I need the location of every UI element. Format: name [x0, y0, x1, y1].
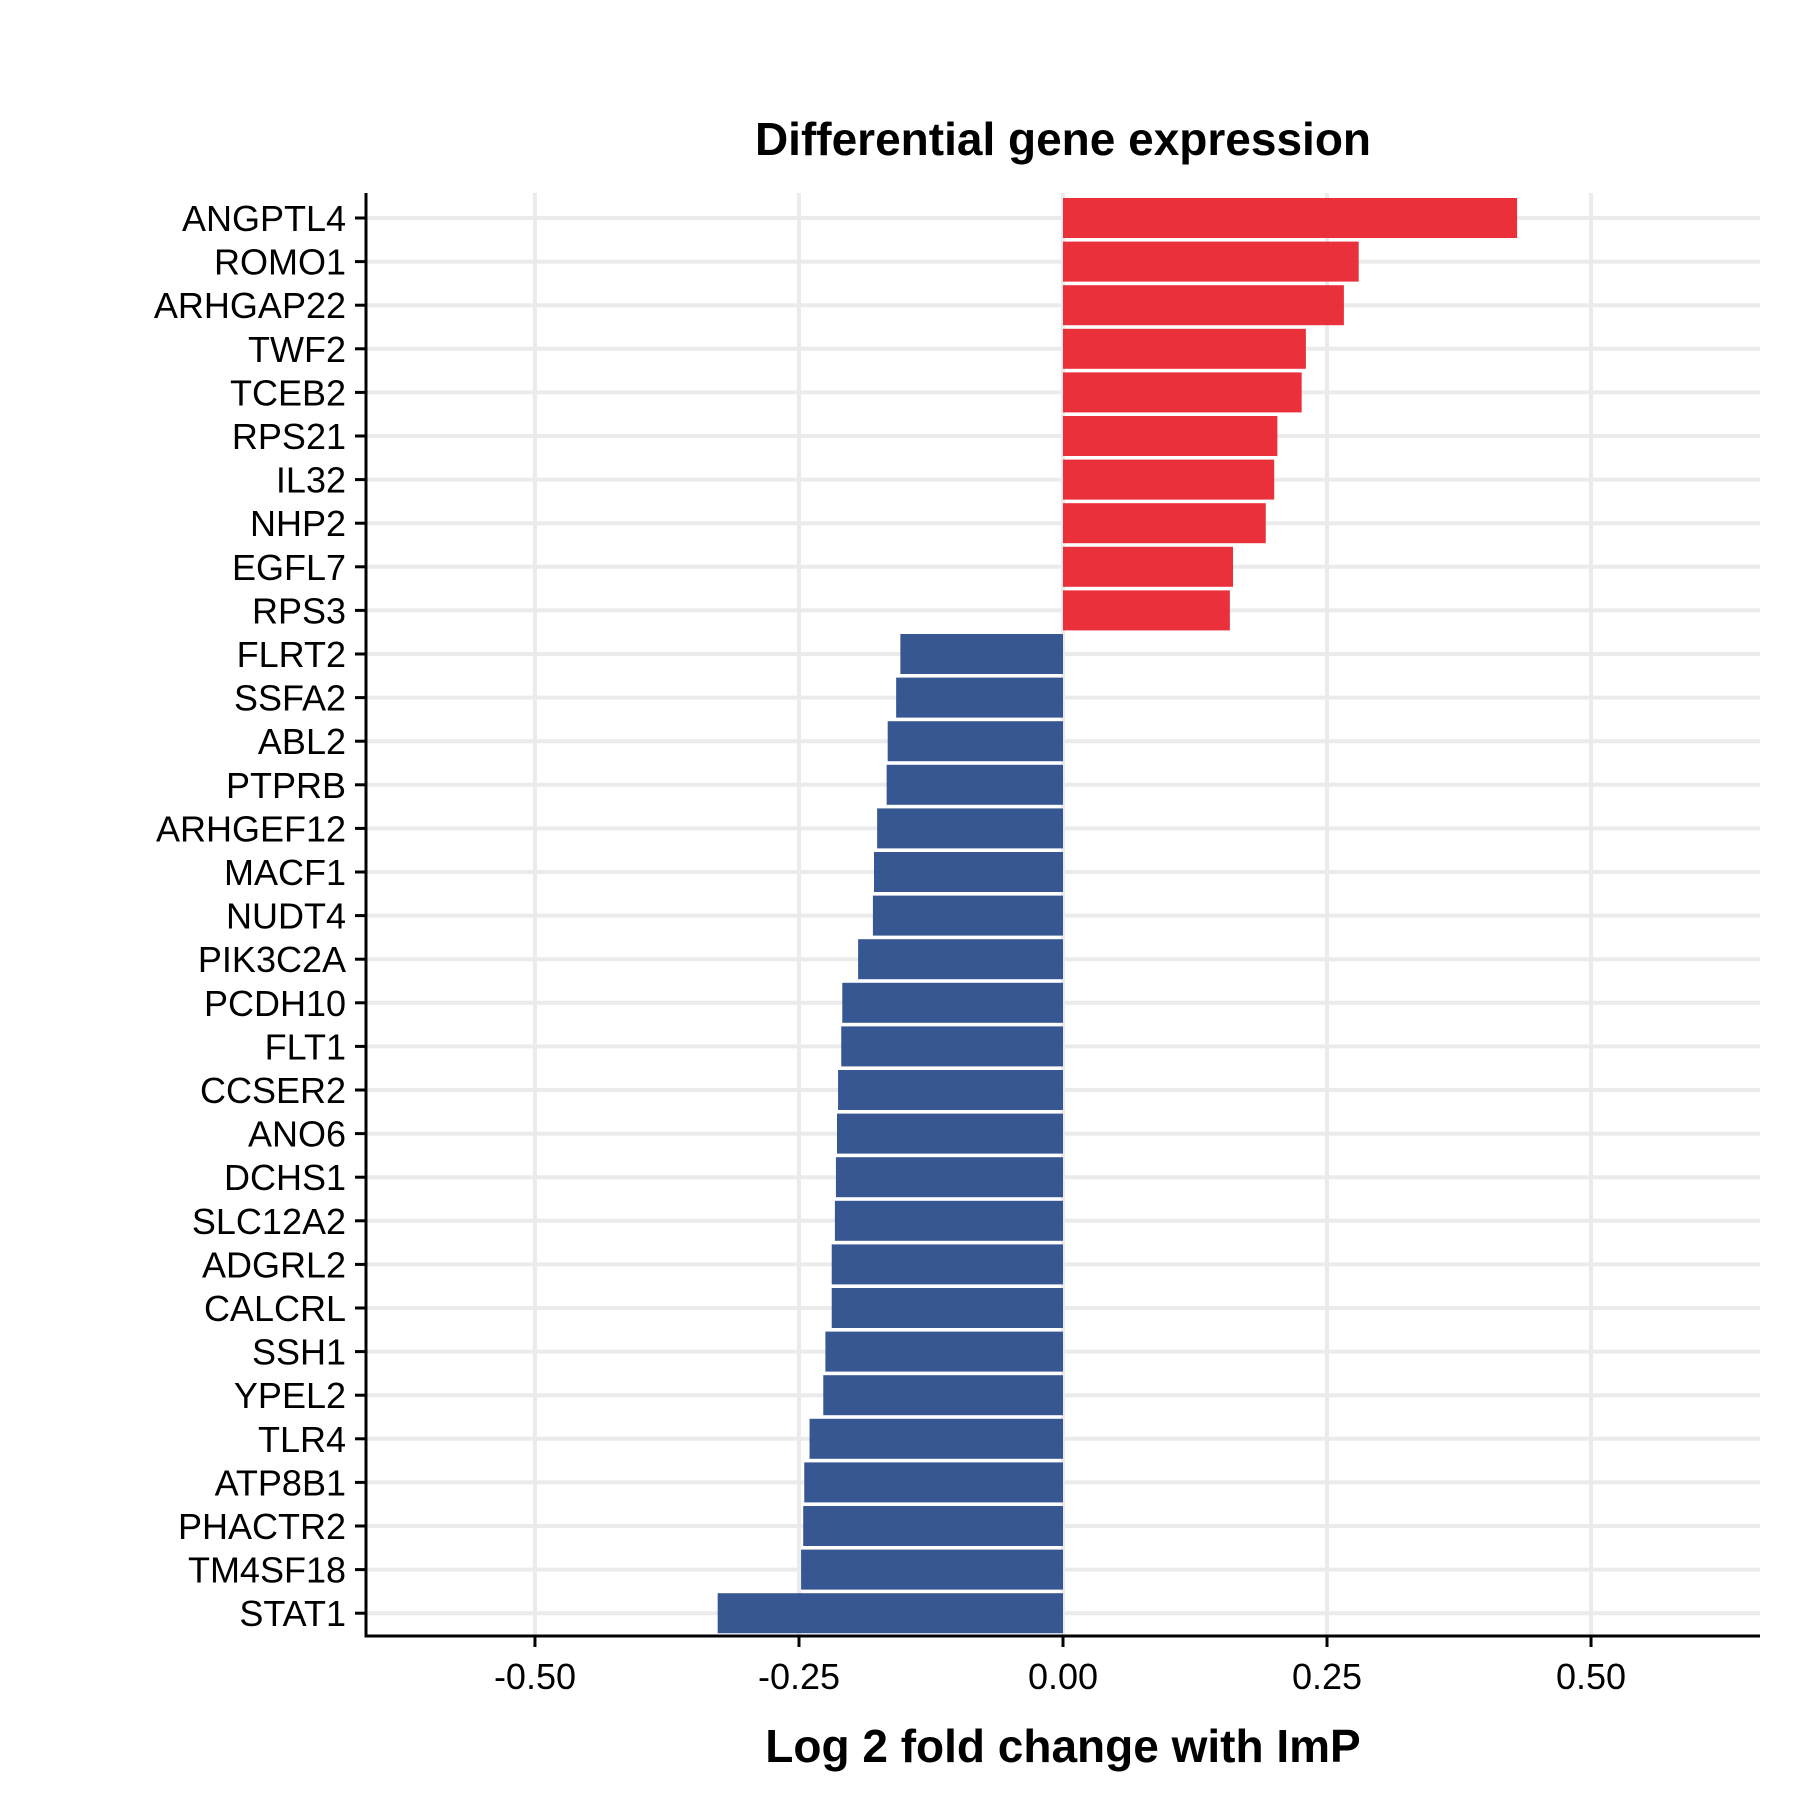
- y-tick-label: RPS21: [232, 416, 346, 457]
- bar: [834, 1200, 1063, 1241]
- axis-layer: [355, 193, 1760, 1647]
- bar: [858, 939, 1063, 980]
- bar: [1063, 590, 1230, 631]
- y-tick-label: DCHS1: [224, 1157, 346, 1198]
- bar: [1063, 503, 1266, 544]
- bar: [1063, 328, 1306, 369]
- y-tick-label: SLC12A2: [192, 1201, 346, 1242]
- bar: [1063, 285, 1344, 326]
- y-tick-label: ABL2: [258, 721, 346, 762]
- y-tick-label: CCSER2: [200, 1070, 346, 1111]
- bar: [887, 721, 1063, 762]
- y-tick-label: IL32: [276, 460, 346, 501]
- bar: [877, 808, 1063, 849]
- bar: [809, 1418, 1063, 1459]
- y-tick-label: SSFA2: [234, 678, 346, 719]
- y-tick-label: ANGPTL4: [182, 198, 346, 239]
- y-tick-label: ATP8B1: [215, 1462, 346, 1503]
- y-tick-label: ADGRL2: [202, 1244, 346, 1285]
- y-tick-label: MACF1: [224, 852, 346, 893]
- bar: [831, 1288, 1063, 1328]
- bar: [873, 852, 1063, 892]
- bar-layer: [717, 198, 1518, 1634]
- bar: [1063, 459, 1275, 500]
- bar: [825, 1331, 1063, 1372]
- y-tick-label: ARHGEF12: [156, 808, 346, 849]
- y-tick-label: PTPRB: [226, 765, 346, 806]
- x-tick-label: 0.00: [1028, 1656, 1098, 1697]
- y-tick-label: FLT1: [265, 1026, 346, 1067]
- y-tick-label: TLR4: [258, 1419, 346, 1460]
- bar: [842, 982, 1063, 1023]
- bar: [1063, 546, 1234, 587]
- y-tick-label: RPS3: [252, 590, 346, 631]
- y-tick-label: EGFL7: [232, 547, 346, 588]
- y-tick-label: NUDT4: [226, 896, 346, 937]
- x-tick-label: -0.25: [758, 1656, 840, 1697]
- y-tick-label: ROMO1: [214, 242, 346, 283]
- bar: [804, 1462, 1063, 1503]
- bar: [1063, 416, 1278, 456]
- bar: [837, 1113, 1063, 1154]
- bar: [823, 1375, 1063, 1416]
- chart-title: Differential gene expression: [755, 113, 1371, 165]
- y-tick-label: FLRT2: [237, 634, 346, 675]
- y-tick-label: ANO6: [248, 1114, 346, 1155]
- bar: [1063, 241, 1359, 282]
- y-tick-label: TWF2: [248, 329, 346, 370]
- y-tick-label: ARHGAP22: [154, 285, 346, 326]
- y-tick-label: PIK3C2A: [198, 939, 346, 980]
- x-axis-label: Log 2 fold change with ImP: [765, 1720, 1360, 1772]
- y-tick-label: YPEL2: [234, 1375, 346, 1416]
- y-tick-label: PHACTR2: [178, 1506, 346, 1547]
- x-tick-label: -0.50: [494, 1656, 576, 1697]
- bar: [1063, 198, 1518, 238]
- bar: [717, 1593, 1063, 1634]
- x-tick-label: 0.25: [1292, 1656, 1362, 1697]
- bar: [1063, 372, 1302, 413]
- bar: [872, 895, 1063, 936]
- x-tick-label: 0.50: [1556, 1656, 1626, 1697]
- y-tick-label: NHP2: [250, 503, 346, 544]
- y-tick-label: CALCRL: [204, 1288, 346, 1329]
- label-layer: ANGPTL4ROMO1ARHGAP22TWF2TCEB2RPS21IL32NH…: [154, 198, 1626, 1697]
- y-tick-label: PCDH10: [204, 983, 346, 1024]
- bar: [900, 634, 1063, 674]
- bar: [841, 1026, 1063, 1067]
- bar: [896, 677, 1063, 718]
- y-tick-label: TCEB2: [230, 372, 346, 413]
- bar: [831, 1244, 1063, 1285]
- bar: [886, 764, 1063, 805]
- bar: [803, 1506, 1063, 1546]
- y-tick-label: TM4SF18: [188, 1550, 346, 1591]
- bar: [801, 1549, 1063, 1590]
- bar: [835, 1157, 1063, 1198]
- bar: [838, 1070, 1063, 1110]
- y-tick-label: SSH1: [252, 1332, 346, 1373]
- y-tick-label: STAT1: [239, 1593, 346, 1634]
